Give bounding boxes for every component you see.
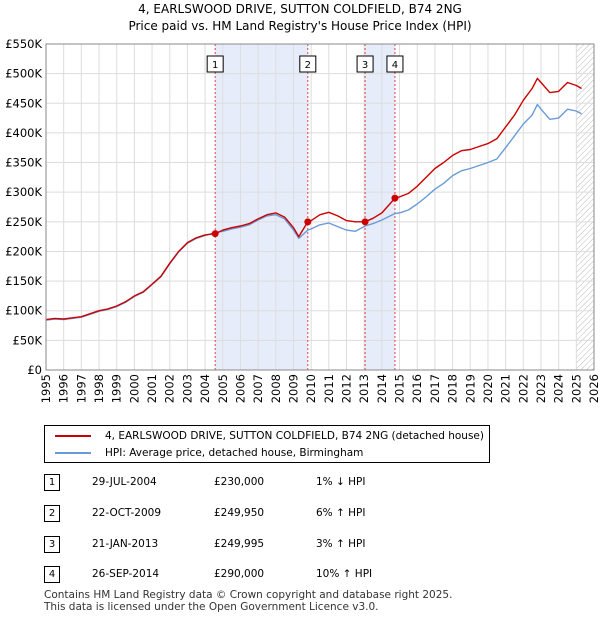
x-tick-label: 2008 — [269, 374, 283, 403]
sale-point — [391, 194, 399, 202]
sale-marker-badge: 4 — [44, 566, 60, 583]
legend-label-hpi: HPI: Average price, detached house, Birm… — [105, 447, 364, 459]
legend-item-hpi: HPI: Average price, detached house, Birm… — [55, 445, 363, 461]
series-line-property — [45, 77, 582, 321]
sale-date: 22-OCT-2009 — [92, 507, 161, 519]
table-row: 3 21-JAN-2013 £249,995 3% ↑ HPI — [44, 536, 464, 556]
sale-hpi-diff: 3% ↑ HPI — [316, 538, 366, 550]
footer-copyright: Contains HM Land Registry data © Crown c… — [44, 589, 453, 601]
y-tick-label: £400K — [5, 126, 42, 140]
price-chart: 1 2 3 4 £0 £50K £100K £150K £200K £250K £300K £350K… — [5, 37, 600, 403]
x-tick-label: 2019 — [463, 374, 477, 403]
legend-swatch-hpi — [55, 452, 91, 454]
y-tick-label: £350K — [5, 156, 42, 170]
x-tick-label: 2026 — [587, 374, 600, 403]
sale-label: 1 — [212, 60, 218, 71]
y-tick-label: £150K — [5, 274, 42, 288]
y-tick-label: £500K — [5, 67, 42, 81]
x-tick-label: 2011 — [322, 374, 336, 403]
sale-point — [304, 218, 312, 226]
x-tick-label: 2007 — [251, 374, 265, 403]
sale-label-box — [299, 55, 317, 73]
sale-label: 2 — [305, 60, 311, 71]
sale-label-box — [356, 55, 374, 73]
shaded-period — [215, 44, 308, 370]
x-tick-label: 2014 — [375, 374, 389, 403]
y-tick-label: £100K — [5, 304, 42, 318]
x-tick-label: 2016 — [410, 374, 424, 403]
x-tick-label: 1996 — [57, 374, 71, 403]
sale-price: £290,000 — [214, 568, 265, 580]
sale-point — [211, 230, 219, 238]
x-tick-label: 2022 — [516, 374, 530, 403]
sale-date: 26-SEP-2014 — [92, 568, 160, 580]
x-tick-label: 2005 — [216, 374, 230, 403]
sale-hpi-diff: 6% ↑ HPI — [316, 507, 366, 519]
x-tick-label: 2000 — [127, 374, 141, 403]
y-tick-label: £450K — [5, 96, 42, 110]
x-tick-label: 2006 — [233, 374, 247, 403]
x-tick-label: 2017 — [428, 374, 442, 403]
x-tick-label: 2013 — [357, 374, 371, 403]
x-tick-label: 2003 — [180, 374, 194, 403]
sale-marker-badge: 2 — [44, 505, 60, 522]
x-tick-label: 2020 — [481, 374, 495, 403]
shaded-period — [365, 44, 395, 370]
chart-title: 4, EARLSWOOD DRIVE, SUTTON COLDFIELD, B7… — [138, 2, 462, 16]
footer-licence: This data is licensed under the Open Gov… — [44, 601, 379, 613]
sale-price: £230,000 — [214, 476, 265, 488]
x-tick-label: 2002 — [163, 374, 177, 403]
sale-price: £249,995 — [214, 538, 265, 550]
x-tick-label: 1997 — [74, 374, 88, 403]
sale-date: 29-JUL-2004 — [92, 476, 157, 488]
chart-subtitle: Price paid vs. HM Land Registry's House … — [128, 19, 472, 33]
x-tick-label: 2025 — [569, 374, 583, 403]
x-tick-label: 2004 — [198, 374, 212, 403]
x-tick-label: 2024 — [552, 374, 566, 403]
x-tick-label: 2010 — [304, 374, 318, 403]
x-tick-label: 2021 — [499, 374, 513, 403]
table-row: 2 22-OCT-2009 £249,950 6% ↑ HPI — [44, 505, 464, 525]
x-tick-label: 2001 — [145, 374, 159, 403]
sale-price: £249,950 — [214, 507, 265, 519]
y-tick-label: £300K — [5, 185, 42, 199]
forecast-hatch — [576, 44, 594, 370]
x-tick-label: 2012 — [340, 374, 354, 403]
y-tick-label: £250K — [5, 215, 42, 229]
x-tick-label: 2018 — [446, 374, 460, 403]
sale-marker-badge: 1 — [44, 474, 60, 491]
sale-label-box — [386, 55, 404, 73]
x-tick-label: 1995 — [39, 374, 53, 403]
y-tick-label: £50K — [13, 333, 43, 347]
y-tick-label: £200K — [5, 244, 42, 258]
sale-hpi-diff: 10% ↑ HPI — [316, 568, 373, 580]
plot-border — [45, 43, 595, 371]
x-tick-label: 2023 — [534, 374, 548, 403]
legend: 4, EARLSWOOD DRIVE, SUTTON COLDFIELD, B7… — [44, 425, 490, 463]
sale-marker-badge: 3 — [44, 536, 60, 553]
legend-swatch-property — [55, 435, 91, 437]
sale-label-box — [206, 55, 224, 73]
series-line-hpi — [45, 103, 582, 321]
sale-label: 3 — [362, 60, 368, 71]
x-tick-label: 2009 — [286, 374, 300, 403]
table-row: 4 26-SEP-2014 £290,000 10% ↑ HPI — [44, 566, 464, 586]
sale-hpi-diff: 1% ↓ HPI — [316, 476, 366, 488]
sale-point — [361, 218, 369, 226]
table-row: 1 29-JUL-2004 £230,000 1% ↓ HPI — [44, 474, 464, 494]
y-tick-label: £550K — [5, 37, 42, 51]
x-tick-label: 1999 — [110, 374, 124, 403]
sale-date: 21-JAN-2013 — [92, 538, 159, 550]
x-tick-label: 2015 — [393, 374, 407, 403]
legend-label-property: 4, EARLSWOOD DRIVE, SUTTON COLDFIELD, B7… — [105, 430, 484, 442]
x-tick-label: 1998 — [92, 374, 106, 403]
sale-label: 4 — [392, 60, 398, 71]
y-tick-label: £0 — [27, 363, 42, 377]
legend-item-property: 4, EARLSWOOD DRIVE, SUTTON COLDFIELD, B7… — [55, 428, 484, 444]
